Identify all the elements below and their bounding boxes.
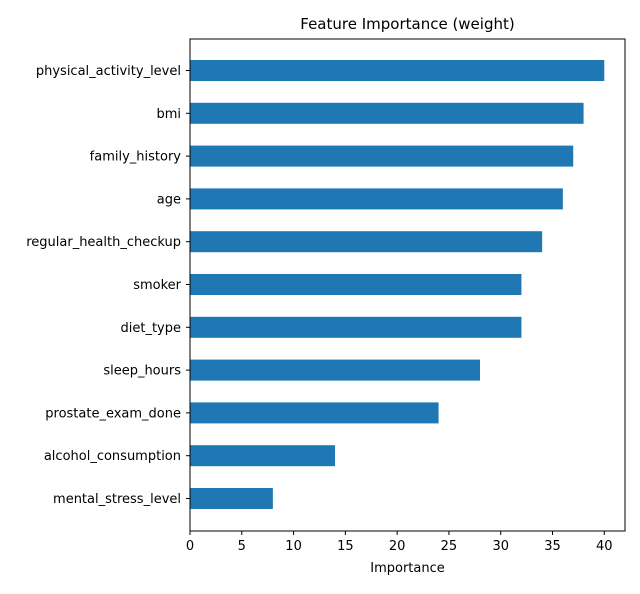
x-tick-label-40: 40 [596, 539, 613, 554]
y-tick-label-family-history: family_history [90, 150, 182, 165]
x-tick-label-10: 10 [285, 539, 302, 554]
x-tick-label-0: 0 [186, 539, 194, 554]
y-tick-label-sleep-hours: sleep_hours [103, 364, 181, 379]
bar-diet-type [190, 316, 522, 338]
bar-mental-stress-level [190, 488, 273, 509]
x-tick-label-15: 15 [337, 539, 354, 554]
x-axis-ticks: 0 5 10 15 20 25 30 35 40 [186, 531, 613, 554]
bar-age [190, 188, 563, 210]
y-tick-label-bmi: bmi [156, 107, 181, 122]
bar-physical-activity-level [190, 60, 605, 81]
y-tick-label-prostate-exam-done: prostate_exam_done [45, 406, 181, 421]
y-tick-label-diet-type: diet_type [121, 321, 182, 336]
chart-title: Feature Importance (weight) [300, 15, 514, 33]
x-tick-label-30: 30 [492, 539, 509, 554]
y-tick-label-age: age [157, 192, 181, 207]
bar-smoker [190, 274, 522, 295]
bar-regular-health-checkup [190, 231, 543, 253]
bar-alcohol-consumption [190, 445, 335, 467]
bar-sleep-hours [190, 359, 480, 381]
y-tick-label-mental-stress-level: mental_stress_level [53, 492, 181, 507]
plot-frame [189, 38, 626, 532]
y-tick-label-smoker: smoker [133, 278, 181, 293]
bar-bmi [190, 102, 584, 124]
y-tick-label-physical-activity-level: physical_activity_level [36, 64, 181, 79]
x-tick-label-25: 25 [441, 539, 458, 554]
y-tick-label-regular-health-checkup: regular_health_checkup [26, 235, 181, 250]
bar-prostate-exam-done [190, 402, 439, 424]
bars-layer [190, 60, 605, 509]
x-axis-label: Importance [370, 561, 445, 576]
y-tick-label-alcohol-consumption: alcohol_consumption [44, 449, 181, 464]
x-tick-label-20: 20 [389, 539, 406, 554]
x-tick-label-35: 35 [544, 539, 561, 554]
bar-family-history [190, 145, 574, 167]
x-tick-label-5: 5 [238, 539, 246, 554]
